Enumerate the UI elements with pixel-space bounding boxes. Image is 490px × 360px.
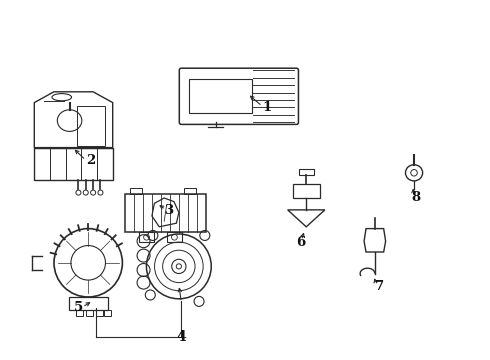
Text: 7: 7 <box>375 280 384 293</box>
Text: 3: 3 <box>165 204 173 217</box>
Bar <box>104 310 111 316</box>
Bar <box>77 106 105 146</box>
Bar <box>189 79 252 113</box>
Bar <box>130 188 142 194</box>
Bar <box>125 194 206 232</box>
Bar <box>167 232 182 242</box>
Text: 8: 8 <box>411 191 420 204</box>
Bar <box>184 188 196 194</box>
Bar <box>139 232 154 242</box>
Text: 2: 2 <box>86 154 95 167</box>
Bar <box>76 310 83 316</box>
Bar <box>299 169 314 175</box>
Bar <box>69 297 108 310</box>
Bar <box>86 310 93 316</box>
Text: 1: 1 <box>263 101 271 114</box>
Text: 6: 6 <box>296 237 305 249</box>
Bar <box>96 310 103 316</box>
Bar <box>293 184 320 198</box>
Text: 4: 4 <box>176 330 186 343</box>
Text: 5: 5 <box>74 301 83 314</box>
Circle shape <box>176 264 181 269</box>
Bar <box>34 148 113 180</box>
